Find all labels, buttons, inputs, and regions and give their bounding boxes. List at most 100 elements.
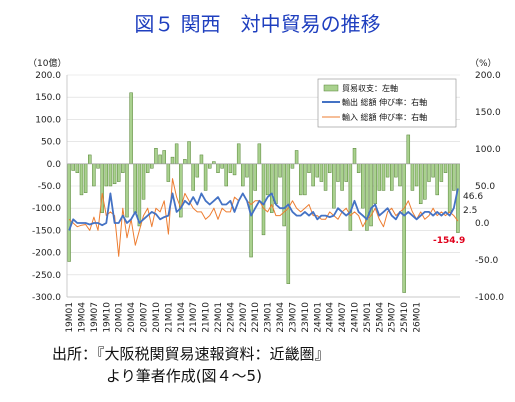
balance-bar: [278, 163, 282, 178]
import-growth-line: [68, 178, 459, 257]
right-tick-label: -50.0: [475, 256, 499, 266]
balance-bar: [228, 163, 233, 173]
balance-bar: [456, 163, 460, 233]
balance-bar: [166, 163, 171, 182]
x-tick-label: 25M07: [388, 302, 398, 333]
balance-bar: [191, 163, 195, 191]
x-tick-label: 21M07: [189, 302, 199, 333]
x-tick-label: 20M04: [127, 302, 137, 333]
x-tick-label: 24M04: [326, 302, 336, 333]
right-tick-label: 100.0: [475, 145, 501, 155]
balance-bar: [361, 163, 365, 209]
legend-label: 貿易収支：左軸: [342, 83, 398, 93]
balance-bar: [220, 163, 224, 169]
balance-bar: [443, 163, 448, 173]
x-tick-label: 21M01: [164, 302, 174, 333]
x-tick-label: 21M10: [202, 302, 212, 333]
balance-bar: [414, 163, 419, 187]
balance-bar: [116, 163, 121, 182]
balance-bar: [245, 163, 249, 178]
legend-label: 輸出 総額 伸び率：右軸: [342, 97, 427, 107]
left-unit-label: （10億）: [28, 57, 66, 69]
right-unit-label: （%）: [470, 58, 497, 69]
x-tick-label: 24M01: [313, 302, 323, 333]
x-tick-label: 22M07: [239, 302, 249, 333]
balance-bar: [327, 163, 332, 173]
balance-bar: [158, 154, 162, 165]
x-tick-label: 19M10: [102, 302, 112, 333]
x-tick-label: 21M04: [177, 302, 187, 333]
balance-bar: [108, 163, 113, 187]
balance-bar: [373, 163, 377, 205]
balance-bar: [125, 163, 129, 218]
balance-bar: [79, 163, 84, 196]
x-tick-label: 20M10: [152, 302, 162, 333]
x-tick-label: 20M01: [115, 302, 125, 333]
balance-bar: [241, 163, 245, 187]
balance-bar: [174, 143, 179, 165]
balance-bar: [377, 163, 382, 191]
balance-bar: [257, 143, 262, 165]
balance-bar: [261, 163, 266, 236]
right-tick-label: 200.0: [475, 71, 501, 81]
balance-bar: [253, 163, 257, 191]
balance-bar: [162, 150, 166, 165]
x-tick-label: 25M10: [400, 302, 410, 333]
balance-bar: [137, 163, 142, 227]
left-tick-label: -300.0: [32, 293, 61, 303]
legend-box: [317, 78, 457, 128]
balance-bar: [398, 163, 402, 187]
balance-bar: [187, 141, 191, 165]
balance-bar: [356, 163, 361, 173]
balance-bar: [452, 163, 456, 191]
left-tick-label: 150.0: [35, 93, 61, 103]
balance-bar: [307, 163, 311, 173]
balance-bar: [390, 163, 394, 191]
balance-bar: [423, 163, 427, 200]
left-tick-label: 200.0: [35, 71, 61, 81]
balance-bar: [286, 163, 291, 284]
left-tick-label: -50.0: [38, 182, 62, 192]
source-line-1: 出所：『大阪税関貿易速報資料：近畿圏』: [52, 345, 330, 363]
left-tick-label: -100.0: [32, 204, 61, 214]
right-tick-label: 50.0: [475, 182, 495, 192]
balance-bar: [216, 163, 220, 173]
balance-bar: [402, 163, 406, 293]
left-tick-label: -250.0: [32, 271, 61, 281]
balance-bar: [236, 143, 241, 165]
balance-bar: [121, 163, 125, 173]
balance-bar: [340, 163, 344, 191]
balance-bar: [336, 163, 340, 182]
right-tick-label: 150.0: [475, 108, 501, 118]
x-tick-label: 22M01: [214, 302, 224, 333]
left-tick-label: -150.0: [32, 226, 61, 236]
balance-bar: [311, 163, 315, 187]
balance-bar: [394, 163, 398, 178]
balance-bar: [75, 163, 80, 173]
balance-bar: [410, 163, 415, 191]
export-growth-line: [68, 188, 459, 231]
balance-bar: [447, 163, 452, 213]
x-tick-label: 24M07: [338, 302, 348, 333]
legend-label: 輸入 総額 伸び率：右軸: [342, 112, 427, 122]
balance-last-label: -154.9: [433, 236, 465, 246]
balance-bar: [418, 163, 423, 205]
balance-bar: [145, 163, 150, 173]
balance-bar: [154, 148, 158, 165]
source-note: 出所：『大阪税関貿易速報資料：近畿圏』 より筆者作成(図４〜5): [52, 343, 330, 387]
left-tick-label: 100.0: [35, 115, 61, 125]
x-tick-label: 20M07: [140, 302, 150, 333]
x-tick-label: 23M07: [288, 302, 298, 333]
left-tick-label: -200.0: [32, 249, 61, 259]
balance-bar: [129, 92, 133, 165]
balance-bar: [427, 163, 431, 182]
balance-bar: [348, 163, 353, 231]
balance-bar: [298, 163, 303, 196]
balance-bar: [265, 163, 270, 196]
balance-bar: [195, 163, 200, 178]
right-tick-label: 0.0: [475, 219, 490, 229]
balance-bar: [112, 163, 117, 185]
x-tick-label: 22M10: [251, 302, 261, 333]
balance-bar: [71, 163, 75, 171]
